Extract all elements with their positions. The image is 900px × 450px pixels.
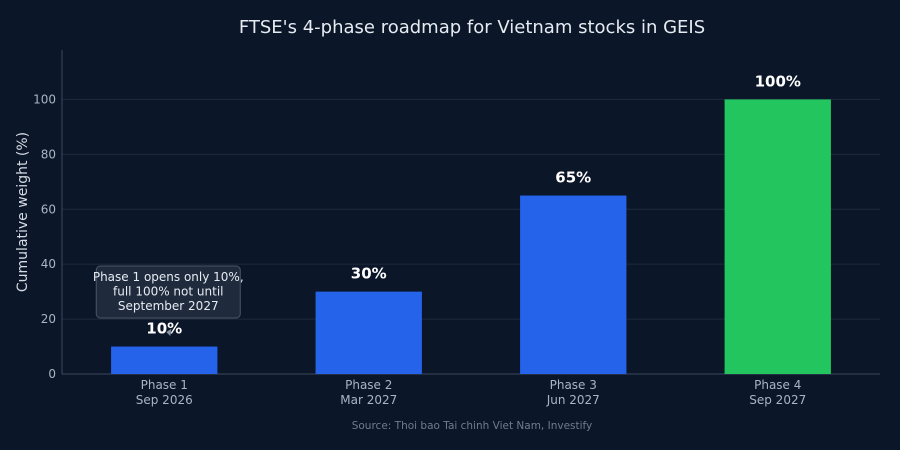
x-tick-label: Phase 3 Jun 2027: [546, 378, 600, 407]
chart-title: FTSE's 4-phase roadmap for Vietnam stock…: [239, 17, 705, 38]
y-tick-label: 0: [48, 367, 56, 381]
bar-value-label: 100%: [755, 72, 801, 90]
x-tick-label: Phase 2 Mar 2027: [340, 378, 397, 407]
data-labels: 10% 30% 65% 100%: [146, 72, 801, 337]
x-tick-label: Phase 1 Sep 2026: [136, 378, 193, 407]
y-tick-label: 100: [33, 92, 56, 106]
annotation: Phase 1 opens only 10%, full 100% not unt…: [93, 265, 244, 336]
annotation-arrow: [166, 329, 172, 336]
x-axis-ticks: Phase 1 Sep 2026 Phase 2 Mar 2027 Phase 3 Jun…: [136, 378, 806, 407]
bar-value-label: 30%: [351, 265, 387, 283]
y-axis-label: Cumulative weight (%): [15, 132, 31, 292]
bar: [520, 195, 627, 374]
y-tick-label: 60: [41, 202, 56, 216]
annotation-text: Phase 1 opens only 10%, full 100% not unt…: [93, 270, 244, 313]
y-tick-label: 20: [41, 312, 56, 326]
y-tick-label: 40: [41, 257, 56, 271]
bars: [111, 99, 831, 374]
bar: [315, 291, 422, 374]
x-tick-label: Phase 4 Sep 2027: [749, 378, 806, 407]
bar-value-label: 10%: [146, 320, 182, 338]
bar: [111, 346, 218, 374]
annotation-box: [95, 265, 241, 319]
bar-value-label: 65%: [555, 169, 591, 187]
source-note: Source: Thoi bao Tai chinh Viet Nam, Inv…: [352, 420, 593, 432]
y-tick-label: 80: [41, 147, 56, 161]
y-axis-ticks: 0 20 40 60 80 100: [33, 92, 56, 381]
bar: [724, 99, 831, 374]
